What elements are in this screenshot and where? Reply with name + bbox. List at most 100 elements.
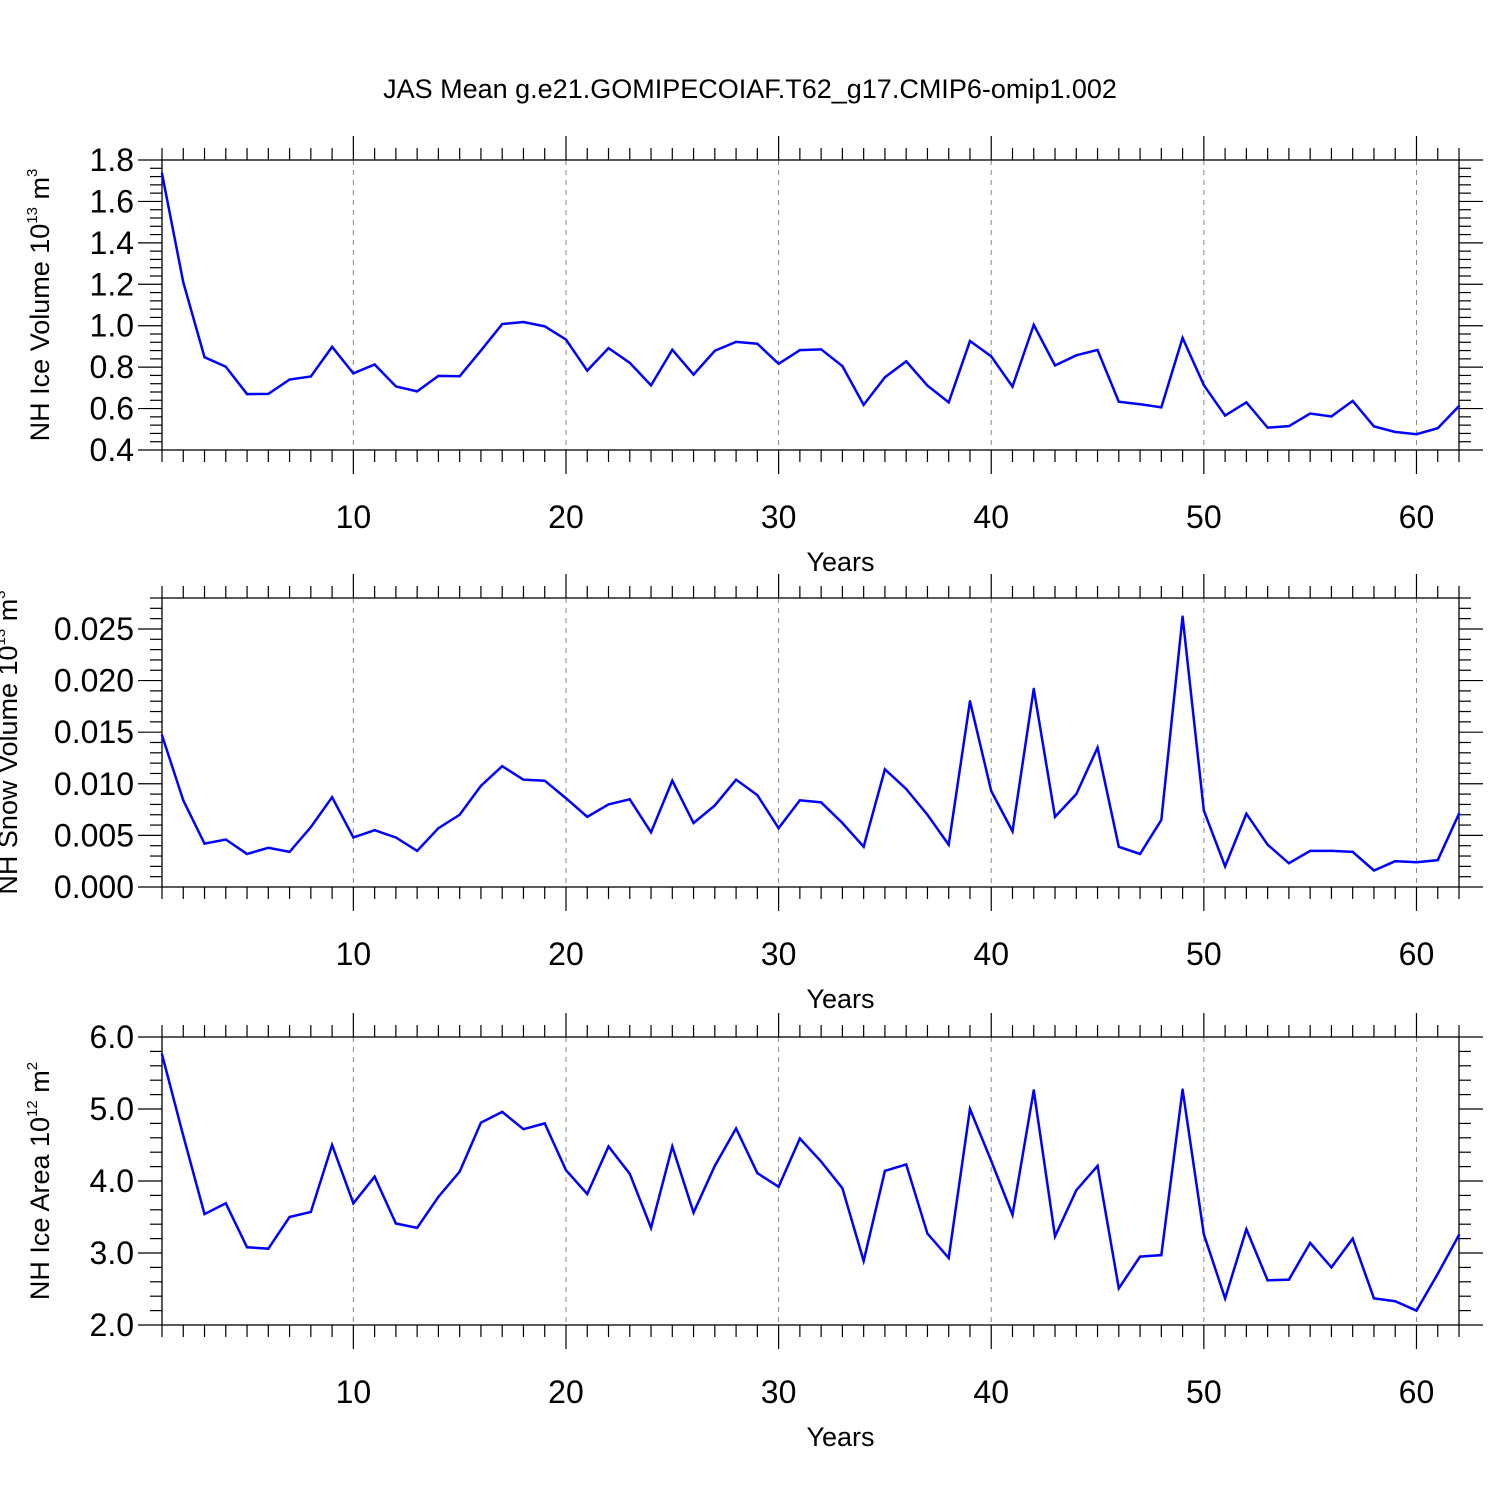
y-tick-label: 0.020 — [54, 663, 134, 699]
data-point — [990, 1159, 993, 1163]
x-axis-title: Years — [806, 1422, 874, 1452]
data-point — [182, 799, 185, 802]
data-point — [160, 1053, 164, 1056]
data-point — [522, 778, 525, 781]
data-point — [947, 1256, 950, 1260]
data-point — [437, 826, 440, 830]
data-point — [394, 836, 398, 839]
data-point — [1202, 383, 1206, 387]
data-point — [1053, 364, 1057, 367]
plot-frame — [161, 597, 1460, 888]
data-point — [692, 1211, 695, 1214]
data-point — [841, 1187, 844, 1190]
data-point — [1138, 852, 1142, 856]
data-point — [203, 1212, 206, 1216]
data-point — [926, 1232, 929, 1235]
data-point — [798, 1137, 802, 1140]
data-point — [245, 852, 249, 856]
panel-snow-volume: 0.000 0.005 0.010 0.015 0.020 0.025 10 20 30 40 50… — [0, 574, 1483, 1014]
data-point — [607, 803, 610, 806]
data-point — [628, 361, 631, 364]
data-point — [224, 838, 227, 841]
data-point — [904, 360, 908, 363]
data-point — [309, 375, 313, 378]
data-point — [777, 1185, 780, 1188]
y-tick-label: 3.0 — [90, 1235, 134, 1271]
data-point — [1075, 1189, 1078, 1192]
data-point — [245, 392, 249, 396]
data-point — [1436, 858, 1439, 862]
data-point — [1223, 414, 1227, 417]
data-point — [309, 825, 313, 829]
data-point — [798, 799, 802, 802]
data-point — [543, 325, 546, 328]
data-point — [1117, 400, 1121, 403]
y-axis-title: NH Ice Area 1012 m2 — [24, 1062, 55, 1300]
x-tick-label: 50 — [1186, 499, 1222, 535]
data-point — [883, 1169, 887, 1173]
data-point — [841, 821, 844, 825]
data-point — [373, 829, 376, 832]
y-tick-label: 5.0 — [90, 1091, 134, 1127]
data-point — [1032, 1089, 1035, 1092]
data-point — [182, 281, 185, 284]
data-point — [819, 348, 823, 351]
data-point — [564, 797, 568, 800]
data-point — [1011, 385, 1014, 388]
data-point — [1351, 850, 1354, 854]
data-point — [1436, 427, 1439, 430]
data-point — [649, 1226, 653, 1230]
data-point — [1053, 1235, 1057, 1238]
y-tick-label: 1.6 — [90, 183, 134, 219]
data-point — [1372, 869, 1376, 872]
y-tick-label: 0.8 — [90, 349, 134, 385]
data-point — [819, 801, 823, 804]
data-point — [203, 842, 206, 845]
data-point — [862, 845, 865, 848]
data-point — [1181, 336, 1184, 340]
data-point — [904, 1163, 908, 1166]
data-point — [1117, 1287, 1121, 1290]
data-point — [1436, 1272, 1439, 1276]
data-point — [1415, 861, 1418, 864]
plot-frame — [161, 1036, 1460, 1326]
series-line — [160, 1053, 1461, 1313]
data-point — [990, 355, 993, 358]
data-point — [671, 779, 674, 782]
data-point — [1415, 1309, 1418, 1312]
data-point — [415, 849, 419, 853]
data-point — [160, 734, 164, 737]
data-point — [1372, 425, 1376, 428]
data-point — [1160, 1253, 1163, 1257]
y-axis-title: NH Snow Volume 1013 m3 — [0, 590, 23, 894]
data-point — [352, 1202, 355, 1205]
y-tick-label: 0.015 — [54, 714, 134, 750]
data-point — [330, 345, 334, 349]
data-point — [330, 796, 334, 799]
data-point — [1181, 1088, 1184, 1091]
data-point — [1308, 849, 1312, 853]
data-point — [1308, 1241, 1312, 1245]
data-point — [586, 1192, 589, 1196]
data-point — [224, 365, 227, 368]
data-point — [649, 384, 653, 387]
data-point — [1075, 792, 1078, 796]
data-point — [1202, 809, 1206, 812]
data-point — [1245, 812, 1248, 815]
x-tick-label: 60 — [1399, 499, 1435, 535]
x-axis-title: Years — [806, 984, 874, 1014]
data-point — [458, 1170, 461, 1173]
data-point — [1330, 849, 1333, 853]
data-point — [437, 1195, 440, 1199]
data-point — [352, 372, 355, 375]
x-tick-label: 30 — [761, 499, 797, 535]
data-point — [734, 340, 738, 344]
data-point — [904, 787, 908, 791]
data-point — [224, 1202, 227, 1205]
data-point — [671, 1145, 674, 1148]
data-point — [1266, 1279, 1269, 1282]
series-line — [160, 616, 1461, 872]
data-point — [1266, 426, 1269, 429]
y-tick-label: 6.0 — [90, 1019, 134, 1055]
